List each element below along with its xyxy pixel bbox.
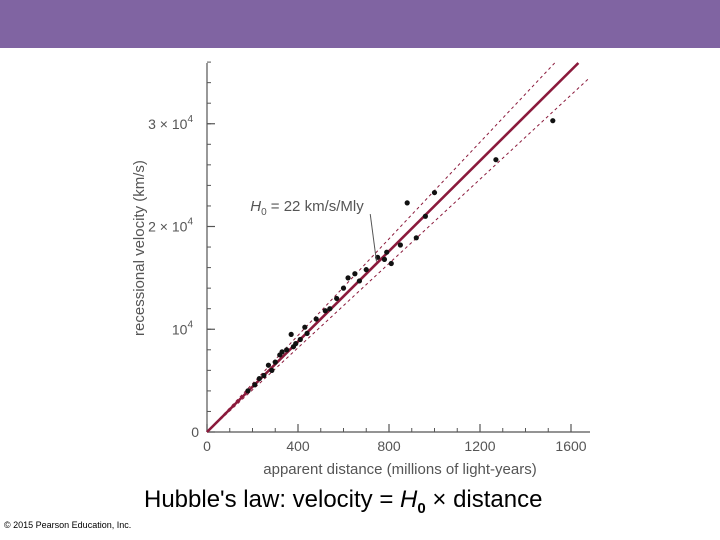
data-point bbox=[313, 316, 319, 322]
data-point bbox=[322, 308, 328, 314]
data-point bbox=[384, 249, 390, 255]
caption-h: H bbox=[400, 486, 418, 513]
y-axis-ticks: 0 104 2 × 104 3 × 104 bbox=[148, 114, 215, 440]
data-point bbox=[288, 331, 294, 337]
copyright-text: © 2015 Pearson Education, Inc. bbox=[4, 520, 132, 530]
y-tick-label: 104 bbox=[172, 319, 194, 337]
data-point bbox=[352, 271, 358, 277]
data-point bbox=[327, 306, 333, 312]
h0-pointer bbox=[369, 214, 377, 262]
data-point bbox=[284, 347, 290, 353]
data-point bbox=[345, 275, 351, 281]
data-point bbox=[256, 375, 262, 382]
data-point bbox=[422, 213, 428, 219]
data-point bbox=[356, 278, 363, 284]
fit-lines bbox=[206, 62, 591, 433]
x-tick-label: 1600 bbox=[555, 438, 586, 454]
data-point bbox=[381, 256, 388, 262]
data-point bbox=[340, 285, 347, 291]
data-point bbox=[272, 359, 278, 365]
header-bar bbox=[0, 0, 720, 48]
x-tick-label: 400 bbox=[286, 438, 310, 454]
caption-prefix: Hubble's law: velocity = bbox=[144, 486, 401, 513]
fit-line bbox=[206, 62, 580, 433]
y-axis-label: recessional velocity (km/s) bbox=[131, 160, 148, 336]
x-axis-label: apparent distance (millions of light-yea… bbox=[263, 461, 536, 478]
data-point bbox=[397, 242, 403, 248]
x-tick-label: 800 bbox=[377, 438, 401, 454]
data-point bbox=[261, 372, 267, 379]
y-tick-label: 2 × 104 bbox=[148, 217, 193, 235]
y-tick-label: 0 bbox=[191, 424, 199, 440]
x-axis-ticks: 0 400 800 1200 1600 bbox=[203, 424, 587, 454]
data-point bbox=[245, 388, 251, 394]
h0-annotation: H0 = 22 km/s/Mly bbox=[250, 198, 377, 262]
data-point bbox=[388, 260, 394, 267]
data-point bbox=[265, 362, 272, 368]
data-point bbox=[493, 157, 499, 163]
data-point bbox=[404, 200, 410, 206]
data-point bbox=[293, 341, 299, 347]
h0-label: H0 = 22 km/s/Mly bbox=[250, 198, 364, 218]
caption: Hubble's law: velocity = H0 × distance bbox=[144, 486, 614, 517]
data-point bbox=[302, 324, 308, 330]
caption-suffix: × distance bbox=[425, 486, 543, 513]
data-point bbox=[550, 118, 556, 124]
data-point bbox=[304, 330, 310, 336]
x-tick-label: 1200 bbox=[464, 438, 495, 454]
data-points bbox=[245, 118, 556, 394]
bound-line bbox=[206, 62, 556, 433]
bound-line bbox=[206, 77, 591, 433]
data-point bbox=[334, 295, 340, 302]
data-point bbox=[413, 235, 419, 241]
data-point bbox=[269, 367, 275, 373]
data-point bbox=[297, 336, 303, 343]
data-point bbox=[279, 349, 285, 355]
y-tick-label: 3 × 104 bbox=[148, 114, 193, 132]
caption-sub: 0 bbox=[417, 499, 426, 517]
data-point bbox=[363, 267, 369, 273]
data-point bbox=[252, 382, 258, 388]
x-tick-label: 0 bbox=[203, 438, 211, 454]
data-point bbox=[431, 189, 438, 196]
